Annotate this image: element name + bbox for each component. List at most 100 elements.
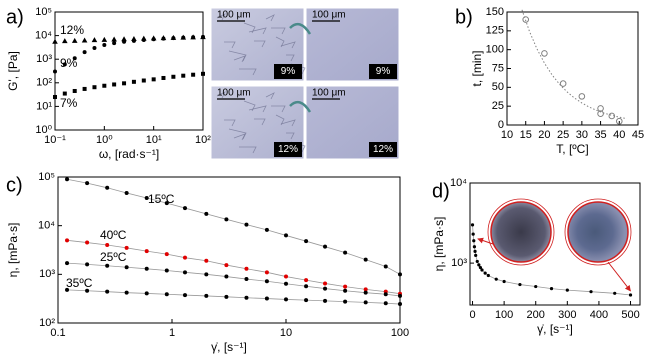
droplet-image <box>490 201 552 263</box>
crystal-texture <box>271 27 286 35</box>
y-tick-label: 10³ <box>36 53 52 65</box>
series-line <box>67 262 401 297</box>
data-point <box>224 263 229 268</box>
crystal-texture <box>280 41 296 49</box>
data-point <box>161 75 166 80</box>
data-point <box>244 266 249 271</box>
series-label: 25ºC <box>100 250 127 264</box>
crystal-texture <box>275 36 285 48</box>
data-point <box>65 261 70 266</box>
data-point <box>518 282 522 287</box>
data-point <box>92 45 97 50</box>
x-tick-label: 300 <box>558 309 576 321</box>
data-point <box>151 37 156 42</box>
x-tick-label: 10² <box>195 134 211 146</box>
data-point <box>141 38 146 43</box>
x-tick-label: 400 <box>590 309 608 321</box>
data-point <box>343 284 348 289</box>
data-point <box>363 300 368 305</box>
y-tick-label: 75 <box>492 62 504 74</box>
y-tick-label: 100 <box>486 44 504 56</box>
crystal-texture <box>265 14 275 22</box>
data-point <box>204 258 209 263</box>
data-point <box>343 299 348 304</box>
data-point <box>182 255 187 260</box>
data-point <box>161 36 166 41</box>
crystal-texture <box>216 91 226 99</box>
transition-arrow <box>289 100 312 113</box>
crystal-texture <box>280 119 296 127</box>
data-point <box>304 298 309 303</box>
crystal-texture <box>239 146 257 154</box>
series-label: 9% <box>60 56 78 70</box>
x-axis-label: γ̇, [s⁻¹] <box>537 322 573 336</box>
data-point <box>144 291 149 296</box>
data-point <box>102 83 107 88</box>
data-point <box>565 288 569 292</box>
crystal-texture <box>275 114 285 126</box>
series-label: 40ºC <box>100 228 127 242</box>
data-point <box>105 243 110 248</box>
crystal-texture <box>239 68 257 76</box>
crystal-texture <box>286 132 295 140</box>
droplet-ring <box>487 198 555 266</box>
series-line <box>66 239 401 295</box>
data-point <box>164 201 169 206</box>
data-point <box>82 50 87 55</box>
data-point <box>578 93 586 100</box>
data-point <box>182 293 187 298</box>
data-point <box>608 112 616 120</box>
data-point <box>111 36 117 42</box>
data-point <box>72 88 77 93</box>
scale-label: 100 μm <box>312 88 346 99</box>
data-point <box>105 263 110 268</box>
data-point <box>124 245 129 250</box>
y-tick-label: 10⁴ <box>450 177 467 189</box>
data-point <box>53 69 57 74</box>
data-point <box>144 249 149 254</box>
crystal-texture <box>286 54 295 62</box>
y-tick-label: 125 <box>486 25 504 37</box>
data-point <box>323 298 328 303</box>
data-point <box>141 78 146 83</box>
droplet-ring <box>564 198 632 266</box>
y-axis-label: t, [min] <box>470 50 484 86</box>
crystal-texture <box>243 100 256 112</box>
x-tick-label: 500 <box>621 309 639 321</box>
series-label: 12% <box>60 23 84 37</box>
data-point <box>204 211 209 216</box>
y-axis-label: η, [mPa·s] <box>6 223 20 278</box>
crystal-texture <box>233 55 246 63</box>
data-point <box>472 239 476 243</box>
x-tick-label: 0.1 <box>50 327 65 339</box>
data-point <box>191 72 196 77</box>
data-point <box>112 41 117 46</box>
y-tick-label: 0 <box>498 119 504 131</box>
crystal-texture <box>254 118 266 126</box>
data-point <box>85 262 90 267</box>
data-point <box>224 274 229 279</box>
data-point <box>112 82 117 87</box>
panel-label: d) <box>432 180 450 202</box>
data-point <box>264 270 269 275</box>
data-point <box>534 284 538 289</box>
panel-label: c) <box>6 174 23 196</box>
series-line <box>67 289 401 305</box>
data-point <box>52 38 58 44</box>
data-point <box>53 95 57 100</box>
label-box <box>369 142 397 157</box>
data-point <box>85 181 90 186</box>
data-point <box>284 274 288 279</box>
data-point <box>204 293 209 298</box>
data-point <box>471 232 475 236</box>
data-point <box>65 287 70 292</box>
data-point <box>589 290 593 294</box>
data-point <box>597 105 604 112</box>
x-tick-label: 35 <box>594 129 606 141</box>
data-point <box>131 38 136 43</box>
data-point <box>383 264 388 269</box>
plot-frame <box>506 11 639 126</box>
x-tick-label: 40 <box>613 129 625 141</box>
data-point <box>264 296 269 301</box>
data-point <box>522 16 530 23</box>
